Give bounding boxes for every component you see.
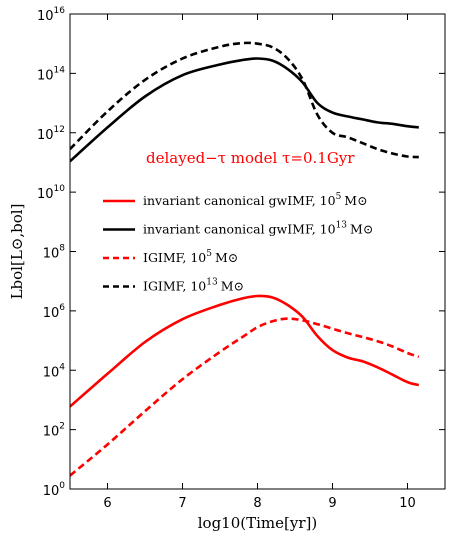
x-axis-label: log10(Time[yr]): [198, 514, 317, 532]
y-tick-label: 1016: [37, 6, 65, 24]
y-tick-label: 108: [43, 244, 66, 262]
legend-label: IGIMF, 105 M⊙: [143, 249, 238, 265]
x-tick-label: 8: [253, 496, 261, 511]
plot-frame: [69, 13, 446, 490]
legend: invariant canonical gwIMF, 105 M⊙ invarian…: [103, 192, 373, 294]
x-tick-label: 9: [328, 496, 336, 511]
legend-label: invariant canonical gwIMF, 105 M⊙: [143, 192, 368, 208]
legend-label: invariant canonical gwIMF, 1013 M⊙: [143, 221, 373, 237]
series-line-1: [70, 294, 420, 408]
axis-ticks: 6 7 8 9 10 100 102 104 106 108 1010 1012 1014 1016: [37, 6, 445, 511]
y-tick-label: 106: [43, 303, 66, 321]
y-tick-label: 1014: [37, 65, 65, 83]
y-axis-label: Lbol[L⊙,bol]: [8, 204, 26, 300]
x-tick-label: 6: [103, 496, 111, 511]
y-tick-label: 1010: [37, 184, 65, 202]
y-tick-label: 100: [43, 481, 66, 499]
y-tick-label: 1012: [37, 125, 65, 143]
legend-label: IGIMF, 1013 M⊙: [143, 278, 244, 294]
x-tick-label: 7: [178, 496, 186, 511]
y-tick-label: 104: [43, 362, 66, 380]
series-lines: [70, 41, 420, 477]
y-tick-label: 102: [43, 422, 65, 440]
model-annotation: delayed−τ model τ=0.1Gyr: [146, 149, 355, 167]
series-line-3: [70, 317, 420, 477]
series-line-2: [70, 57, 419, 163]
series-line-4: [70, 41, 419, 159]
x-tick-label: 10: [399, 496, 416, 511]
